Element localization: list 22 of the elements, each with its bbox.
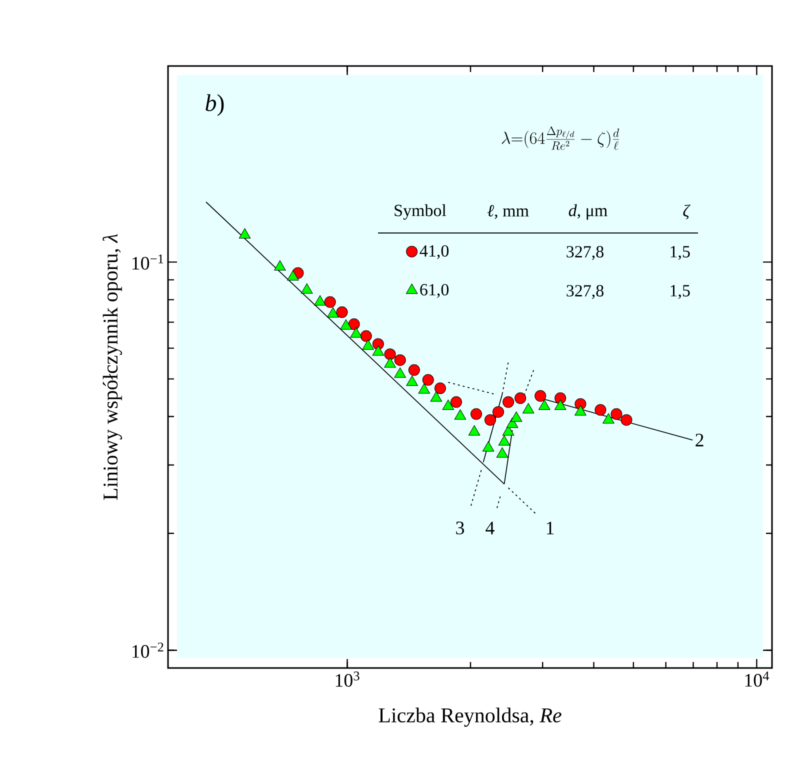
annotation: d, μm [568,204,608,220]
legend-label: 61,0 [420,284,449,298]
annotation: 327,8 [566,246,604,260]
x-axis-title: Liczba Reynoldsa, Re [378,708,562,727]
annotation: $\lambda{=}(64\frac{\Delta p_{\ell/d}}{Re^2}-\zeta)\frac{d}{\ell}$ [502,126,620,150]
y-axis-title: Liniowy współczynnik oporu, λ [102,234,122,500]
annotation: ℓ, mm [487,205,529,219]
annotation: ζ [683,204,690,220]
annotation: 1 [546,522,554,534]
legend-title: Symbol [394,204,446,220]
annotation: 4 [486,522,494,534]
annotation: 3 [456,522,464,534]
y-tick-label: 10$^{−1}$ [132,254,164,270]
annotation: 1,5 [670,246,690,260]
annotation: 2 [696,434,704,446]
annotation: 327,8 [566,285,604,299]
y-tick-label: 10$^{−2}$ [132,642,164,658]
legend-label: 41,0 [420,245,449,260]
x-tick-label: 10$^{3}$ [336,672,360,687]
annotation: b) [206,94,224,116]
annotation: 1,5 [670,285,690,299]
x-tick-label: 10$^{4}$ [745,672,770,687]
